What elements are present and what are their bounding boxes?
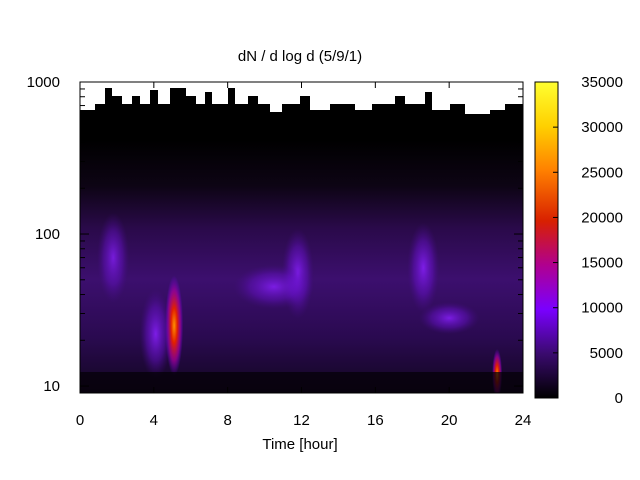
- bottom-dark-band: [80, 372, 523, 393]
- x-tick-label: 16: [367, 412, 384, 429]
- heatmap-feature: [233, 264, 314, 309]
- heatmap-features: [97, 212, 503, 393]
- x-tick-label: 4: [150, 412, 158, 429]
- heatmap-feature: [419, 302, 480, 335]
- y-tick-label: 1000: [27, 74, 60, 91]
- colorbar-tick-label: 25000: [581, 164, 623, 181]
- y-tick-label: 100: [35, 226, 60, 243]
- x-tick-label: 24: [515, 412, 532, 429]
- colorbar: [534, 81, 559, 399]
- x-axis: 0 4 8 12 16 20 24: [76, 82, 532, 429]
- chart-title: dN / d log d (5/9/1): [238, 48, 362, 65]
- colorbar-tick-label: 35000: [581, 74, 623, 91]
- x-tick-label: 8: [223, 412, 231, 429]
- heatmap-feature: [139, 288, 172, 379]
- heatmap-plot-area: [80, 82, 523, 393]
- x-tick-label: 20: [441, 412, 458, 429]
- colorbar-tick-label: 0: [615, 390, 623, 407]
- colorbar-tick-label: 10000: [581, 300, 623, 317]
- colorbar-tick-label: 20000: [581, 209, 623, 226]
- x-axis-label: Time [hour]: [262, 436, 337, 453]
- colorbar-axis: 0 5000 10000 15000 20000 25000 30000 35000: [553, 74, 623, 407]
- colorbar-tick-label: 30000: [581, 119, 623, 136]
- x-tick-label: 12: [293, 412, 310, 429]
- x-tick-label: 0: [76, 412, 84, 429]
- y-tick-label: 10: [43, 378, 60, 395]
- colorbar-tick-label: 15000: [581, 255, 623, 272]
- heatmap-feature: [97, 212, 130, 303]
- colorbar-tick-label: 5000: [590, 345, 623, 362]
- heatmap-feature: [407, 222, 440, 313]
- y-axis: 10 100 1000: [27, 74, 523, 395]
